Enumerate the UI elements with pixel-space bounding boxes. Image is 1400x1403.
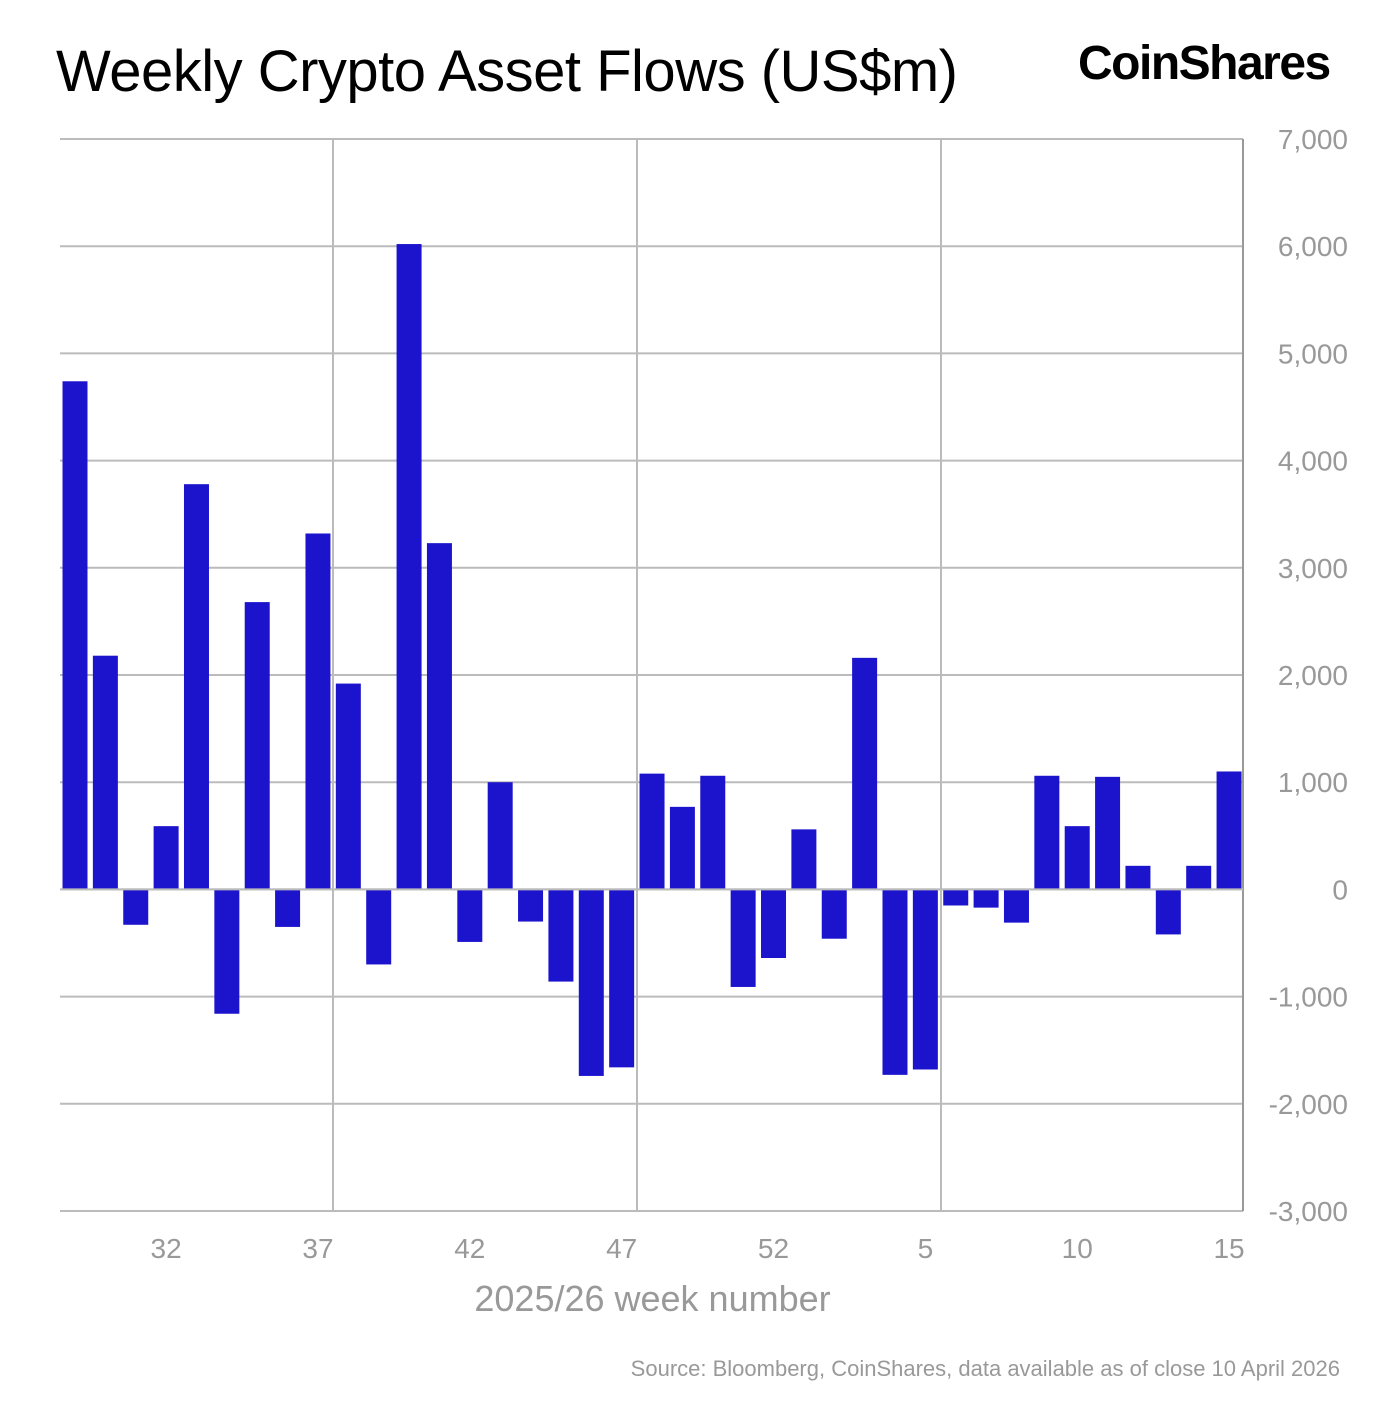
bar-week-6 [943,889,969,906]
x-tick-label: 42 [454,1233,485,1264]
bar-week-40 [396,244,422,890]
y-tick-label: -2,000 [1269,1089,1348,1120]
x-tick-label: 5 [918,1233,934,1264]
y-tick-label: -1,000 [1269,982,1348,1013]
coinshares-logo: CoinShares [1078,37,1331,90]
bar-week-2 [821,889,847,939]
bar-week-37 [305,533,331,890]
bar-week-8 [1003,889,1029,923]
bar-week-15 [1216,771,1242,890]
y-tick-label: 3,000 [1278,553,1348,584]
bar-week-49 [669,806,695,890]
bar-week-43 [487,782,513,890]
bar-week-47 [609,889,635,1068]
x-tick-label: 32 [151,1233,182,1264]
bar-week-48 [639,773,665,890]
y-tick-label: 6,000 [1278,231,1348,262]
y-tick-label: 5,000 [1278,338,1348,369]
x-tick-label: 10 [1062,1233,1093,1264]
bar-week-51 [730,889,756,987]
bar-week-38 [335,683,361,890]
bar-week-39 [366,889,392,965]
bar-week-29 [62,381,88,890]
bar-week-14 [1186,865,1212,890]
bar-week-3 [852,657,878,890]
bar-week-36 [275,889,301,927]
bar-week-44 [518,889,544,922]
bar-week-13 [1155,889,1181,935]
bar-week-41 [426,543,452,890]
y-tick-label: 7,000 [1278,124,1348,155]
y-tick-label: 0 [1332,874,1348,905]
chart-title: Weekly Crypto Asset Flows (US$m) [56,39,958,104]
bar-week-35 [244,602,270,890]
y-tick-label: 2,000 [1278,660,1348,691]
bar-week-11 [1095,776,1121,890]
x-axis-label: 2025/26 week number [474,1278,831,1319]
x-tick-label: 15 [1213,1233,1244,1264]
y-tick-label: 1,000 [1278,767,1348,798]
bar-week-31 [123,889,149,925]
bar-week-42 [457,889,483,942]
bar-week-5 [912,889,938,1070]
bar-week-52 [761,889,787,959]
bar-week-34 [214,889,240,1014]
bar-week-50 [700,775,726,890]
bar-week-10 [1064,826,1090,890]
x-tick-label: 52 [758,1233,789,1264]
bar-week-12 [1125,865,1151,890]
y-tick-label: -3,000 [1269,1196,1348,1227]
bar-week-46 [578,889,604,1076]
x-tick-label: 37 [302,1233,333,1264]
bar-week-7 [973,889,999,908]
bar-week-1 [791,829,817,890]
bar-week-32 [153,826,179,890]
source-note: Source: Bloomberg, CoinShares, data avai… [630,1356,1340,1381]
bar-week-30 [92,655,118,890]
bar-week-45 [548,889,574,982]
y-tick-label: 4,000 [1278,446,1348,477]
bar-week-4 [882,889,908,1075]
bar-week-33 [183,484,209,890]
bar-week-9 [1034,775,1060,890]
x-tick-label: 47 [606,1233,637,1264]
